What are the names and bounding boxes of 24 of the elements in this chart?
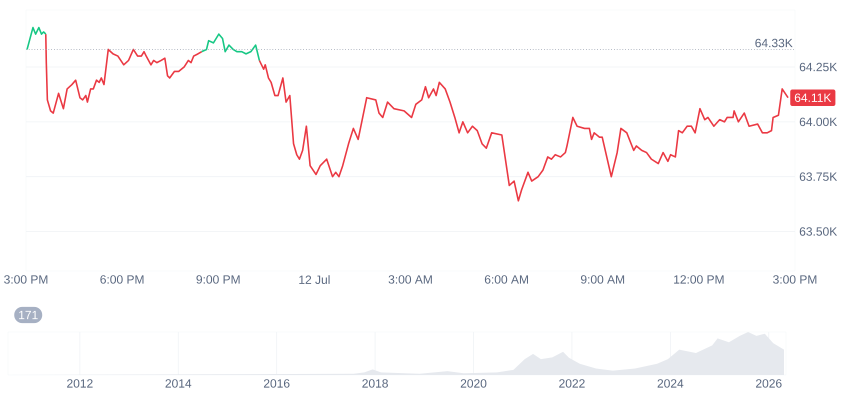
x-tick-label: 2022 bbox=[559, 379, 585, 388]
x-tick-label: 2012 bbox=[67, 379, 93, 388]
x-tick-label: 2016 bbox=[264, 379, 290, 388]
x-tick-label: 2018 bbox=[362, 379, 388, 388]
x-tick-label: 2014 bbox=[166, 379, 192, 388]
x-tick-label: 9:00 AM bbox=[580, 275, 624, 284]
y-tick-label: 64.00K bbox=[800, 118, 838, 126]
x-tick-label: 3:00 AM bbox=[388, 275, 432, 284]
y-tick-label: 63.50K bbox=[800, 227, 838, 236]
x-tick-label: 2026 bbox=[756, 379, 782, 388]
y-tick-label: 64.25K bbox=[800, 62, 838, 72]
x-tick-label: 12 Jul bbox=[299, 275, 330, 284]
x-tick-label: 6:00 PM bbox=[100, 275, 144, 284]
x-tick-label: 3:00 PM bbox=[773, 275, 816, 284]
x-tick-label: 2024 bbox=[658, 379, 684, 388]
x-tick-label: 12:00 PM bbox=[674, 275, 724, 284]
ref-line-label: 64.33K bbox=[755, 38, 793, 48]
text: 171 bbox=[19, 310, 38, 320]
annotation: 64.11K bbox=[794, 93, 832, 102]
x-tick-label: 3:00 PM bbox=[4, 275, 48, 284]
y-tick-label: 63.75K bbox=[800, 172, 838, 181]
x-tick-label: 2020 bbox=[460, 379, 486, 388]
x-tick-label: 6:00 AM bbox=[484, 275, 528, 284]
x-tick-label: 9:00 PM bbox=[196, 275, 240, 284]
